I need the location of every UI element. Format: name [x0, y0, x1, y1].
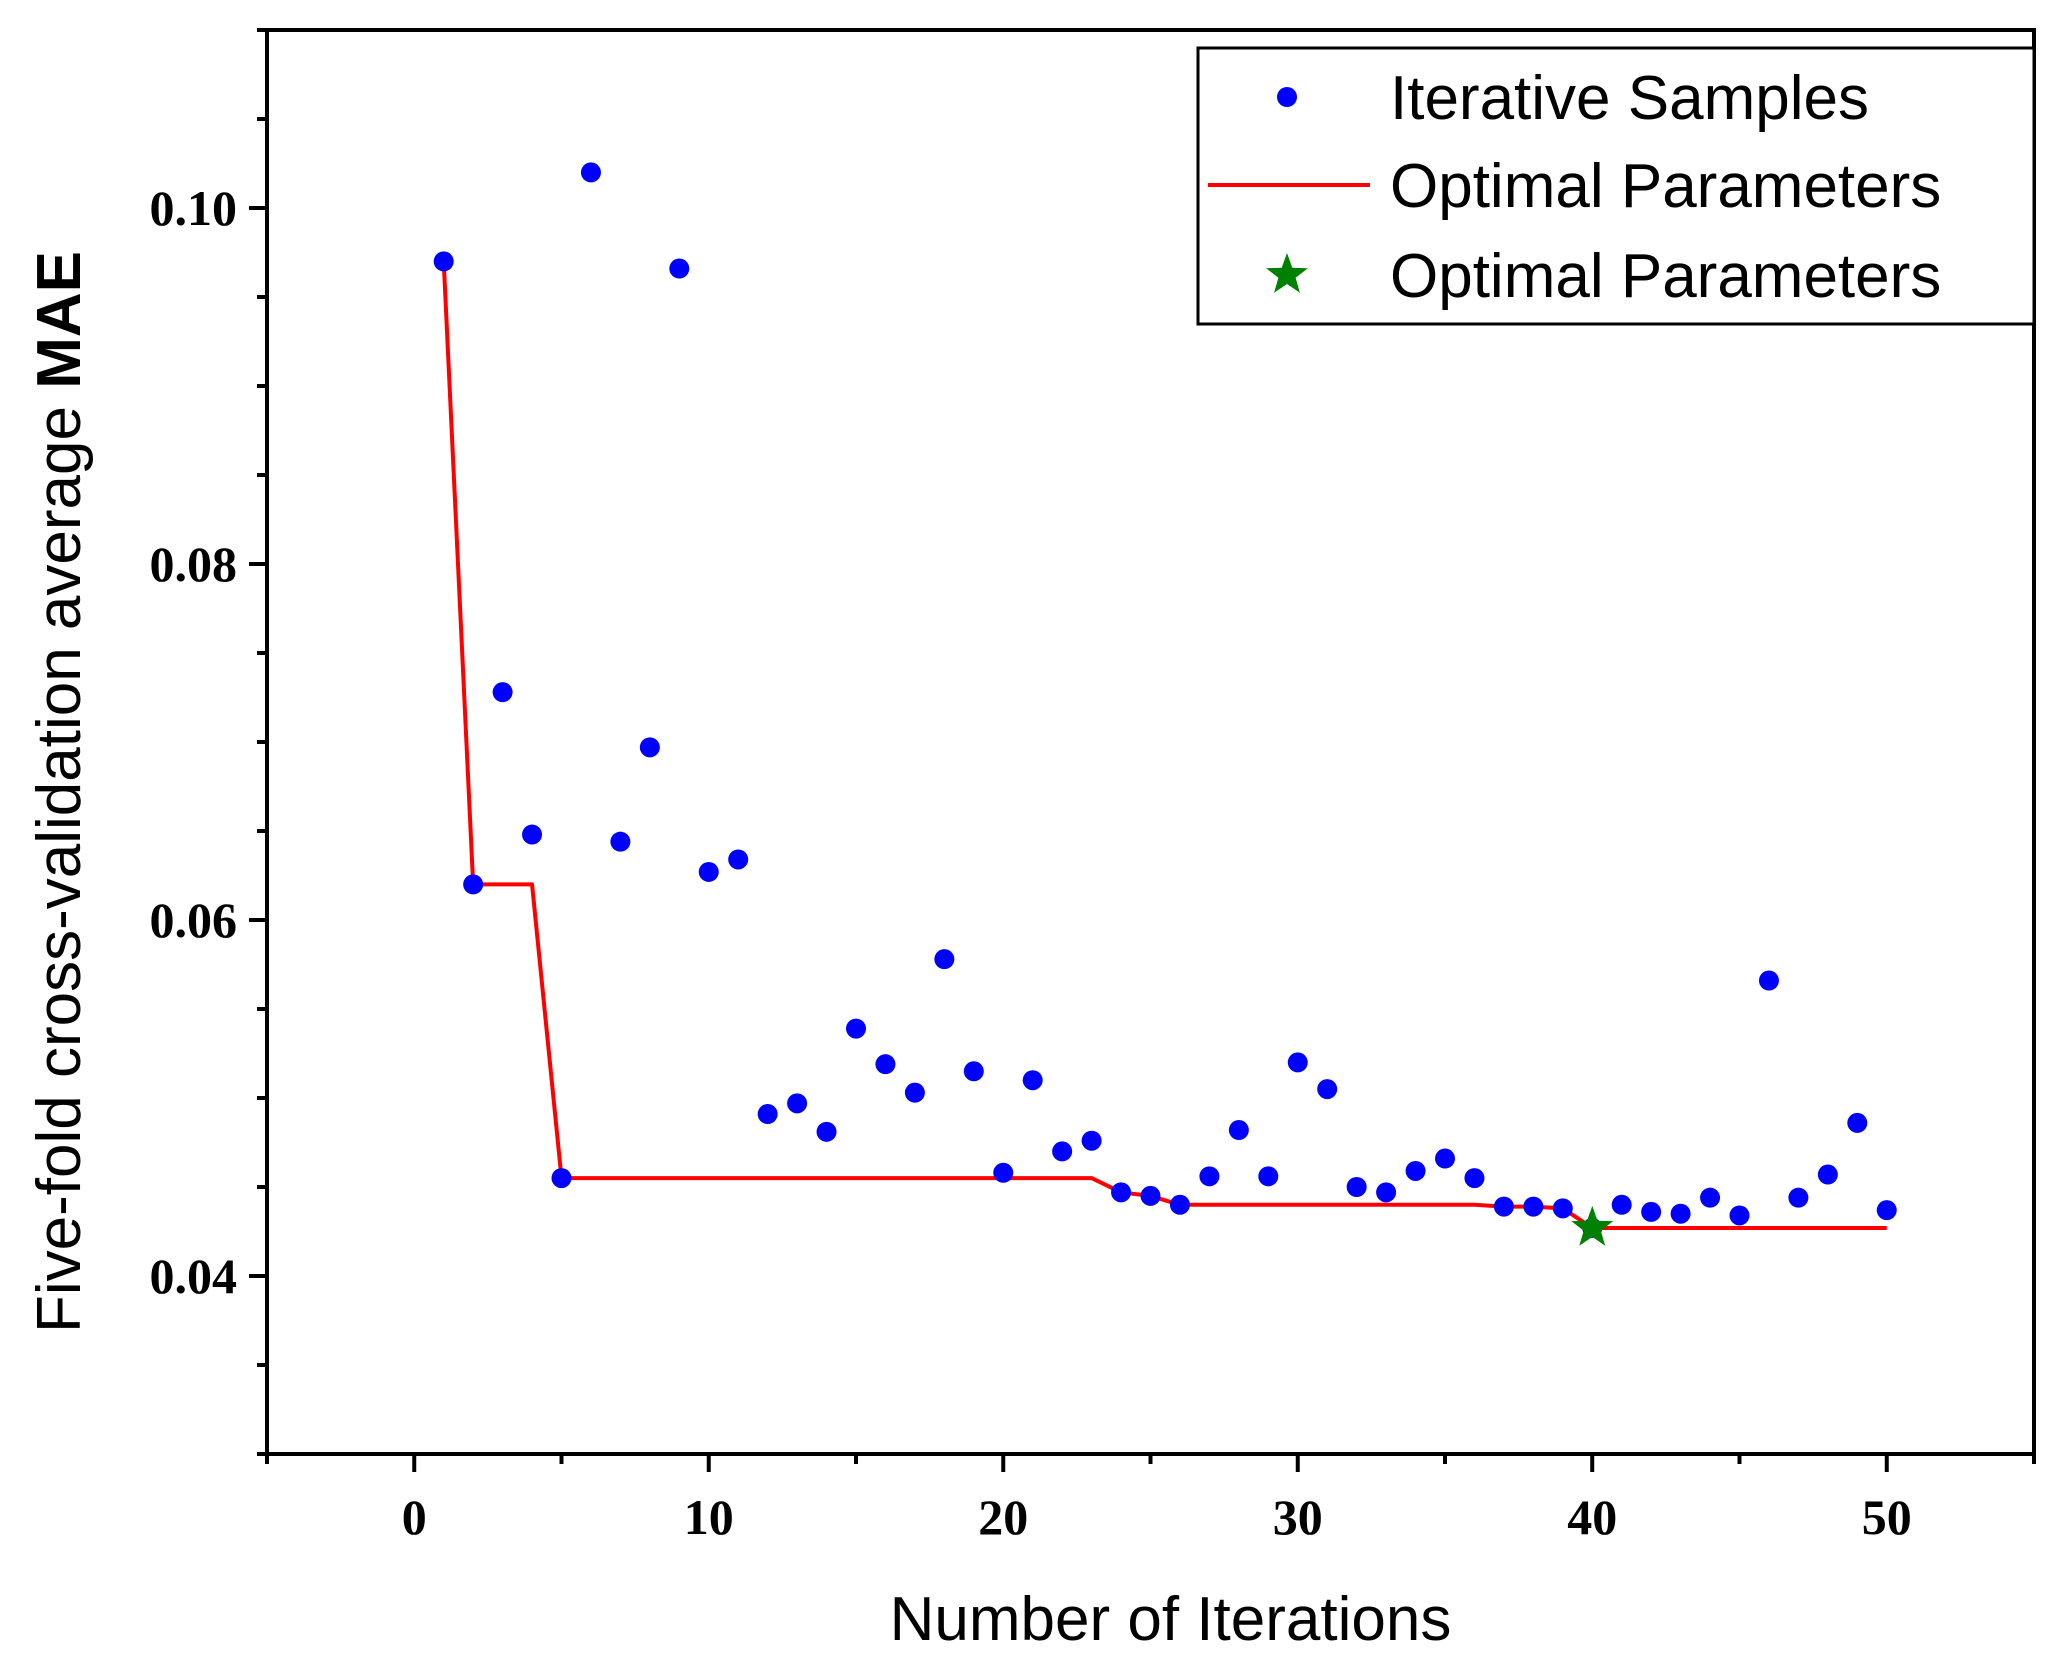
iterative-sample-point: [1346, 1177, 1367, 1197]
iterative-sample-point: [816, 1121, 837, 1142]
iterative-sample-point: [1376, 1182, 1397, 1203]
y-tick-label: 0.06: [150, 892, 238, 948]
iterative-sample-point: [1228, 1120, 1249, 1141]
x-tick-label: 30: [1273, 1489, 1323, 1545]
iterative-sample-point: [1876, 1200, 1897, 1221]
x-tick-label: 40: [1567, 1489, 1617, 1545]
iterative-sample-point: [463, 874, 484, 895]
iterative-sample-point: [610, 831, 631, 852]
y-axis-title-bold: MAE: [25, 251, 94, 389]
iterative-sample-point: [492, 682, 513, 703]
iterative-sample-point: [1169, 1194, 1190, 1215]
iterative-sample-point: [993, 1162, 1014, 1183]
iterative-sample-point: [728, 849, 749, 870]
iterative-sample-point: [433, 251, 454, 272]
iterative-sample-point: [1022, 1070, 1043, 1091]
y-tick-label: 0.10: [150, 180, 238, 236]
iterative-sample-point: [1435, 1148, 1455, 1169]
iterative-sample-point: [1817, 1164, 1838, 1185]
iterative-sample-point: [904, 1082, 925, 1103]
series-layer: [433, 162, 1897, 1246]
iterative-sample-point: [1729, 1205, 1750, 1226]
iterative-sample-point: [1405, 1160, 1426, 1181]
x-axis-title: Number of Iterations: [890, 1585, 1452, 1654]
y-axis-ticks: 0.04 0.06 0.08 0.10: [150, 28, 267, 1456]
iterative-sample-point: [639, 737, 660, 758]
iterative-sample-point: [1258, 1166, 1279, 1187]
iterative-sample-point: [963, 1061, 984, 1082]
iterative-sample-point: [1081, 1130, 1102, 1151]
iterative-sample-point: [1552, 1198, 1573, 1219]
y-tick-label: 0.04: [150, 1248, 238, 1304]
x-tick-label: 0: [402, 1489, 427, 1545]
iterative-sample-point: [1641, 1201, 1662, 1222]
iterative-sample-point: [669, 258, 690, 279]
x-tick-label: 50: [1862, 1489, 1912, 1545]
iterative-sample-point: [698, 861, 719, 882]
iterative-sample-point: [580, 162, 601, 183]
iterative-sample-point: [1317, 1079, 1338, 1100]
optimal-parameters-star: [1571, 1205, 1614, 1246]
iterative-sample-point: [1847, 1112, 1868, 1133]
x-tick-label: 20: [978, 1489, 1028, 1545]
iterative-sample-point: [846, 1018, 866, 1039]
iterative-sample-point: [757, 1104, 778, 1125]
legend: Iterative Samples Optimal Parameters Opt…: [1196, 46, 2036, 326]
x-axis-ticks: 0 10 20 30 40 50: [265, 1454, 2036, 1545]
iterative-sample-point: [1523, 1196, 1544, 1217]
iterative-sample-point: [1052, 1141, 1073, 1162]
y-axis-title: Five-fold cross-validation average MAE: [25, 251, 94, 1333]
iterative-sample-point: [1493, 1196, 1514, 1217]
legend-label-optimal-star: Optimal Parameters: [1390, 242, 1941, 311]
legend-marker-iterative-samples: [1277, 87, 1297, 107]
x-tick-label: 10: [684, 1489, 734, 1545]
iterative-sample-point: [787, 1093, 808, 1114]
iterative-sample-point: [1199, 1166, 1220, 1187]
y-axis-title-prefix: Five-fold cross-validation average: [25, 389, 94, 1333]
y-tick-label: 0.08: [150, 536, 238, 592]
legend-box: [1196, 46, 2036, 326]
iterative-sample-point: [934, 949, 955, 970]
iterative-sample-point: [1700, 1187, 1721, 1208]
legend-marker-optimal-star: [1266, 253, 1308, 293]
iterative-sample-point: [1287, 1052, 1308, 1073]
legend-label-optimal-line: Optimal Parameters: [1390, 152, 1941, 221]
iterative-sample-point: [875, 1054, 896, 1075]
iterative-sample-point: [1464, 1168, 1485, 1189]
iterative-sample-point: [1140, 1185, 1161, 1206]
iterative-sample-point: [1670, 1203, 1691, 1224]
legend-label-iterative-samples: Iterative Samples: [1390, 64, 1869, 133]
iterative-sample-point: [1758, 970, 1779, 991]
iterative-sample-point: [1788, 1187, 1809, 1208]
iterative-sample-point: [1111, 1182, 1132, 1203]
optimal-parameters-line: [441, 261, 1887, 1230]
iterative-sample-point: [551, 1168, 572, 1189]
iterative-sample-point: [1611, 1194, 1632, 1215]
iterative-sample-point: [522, 824, 543, 845]
